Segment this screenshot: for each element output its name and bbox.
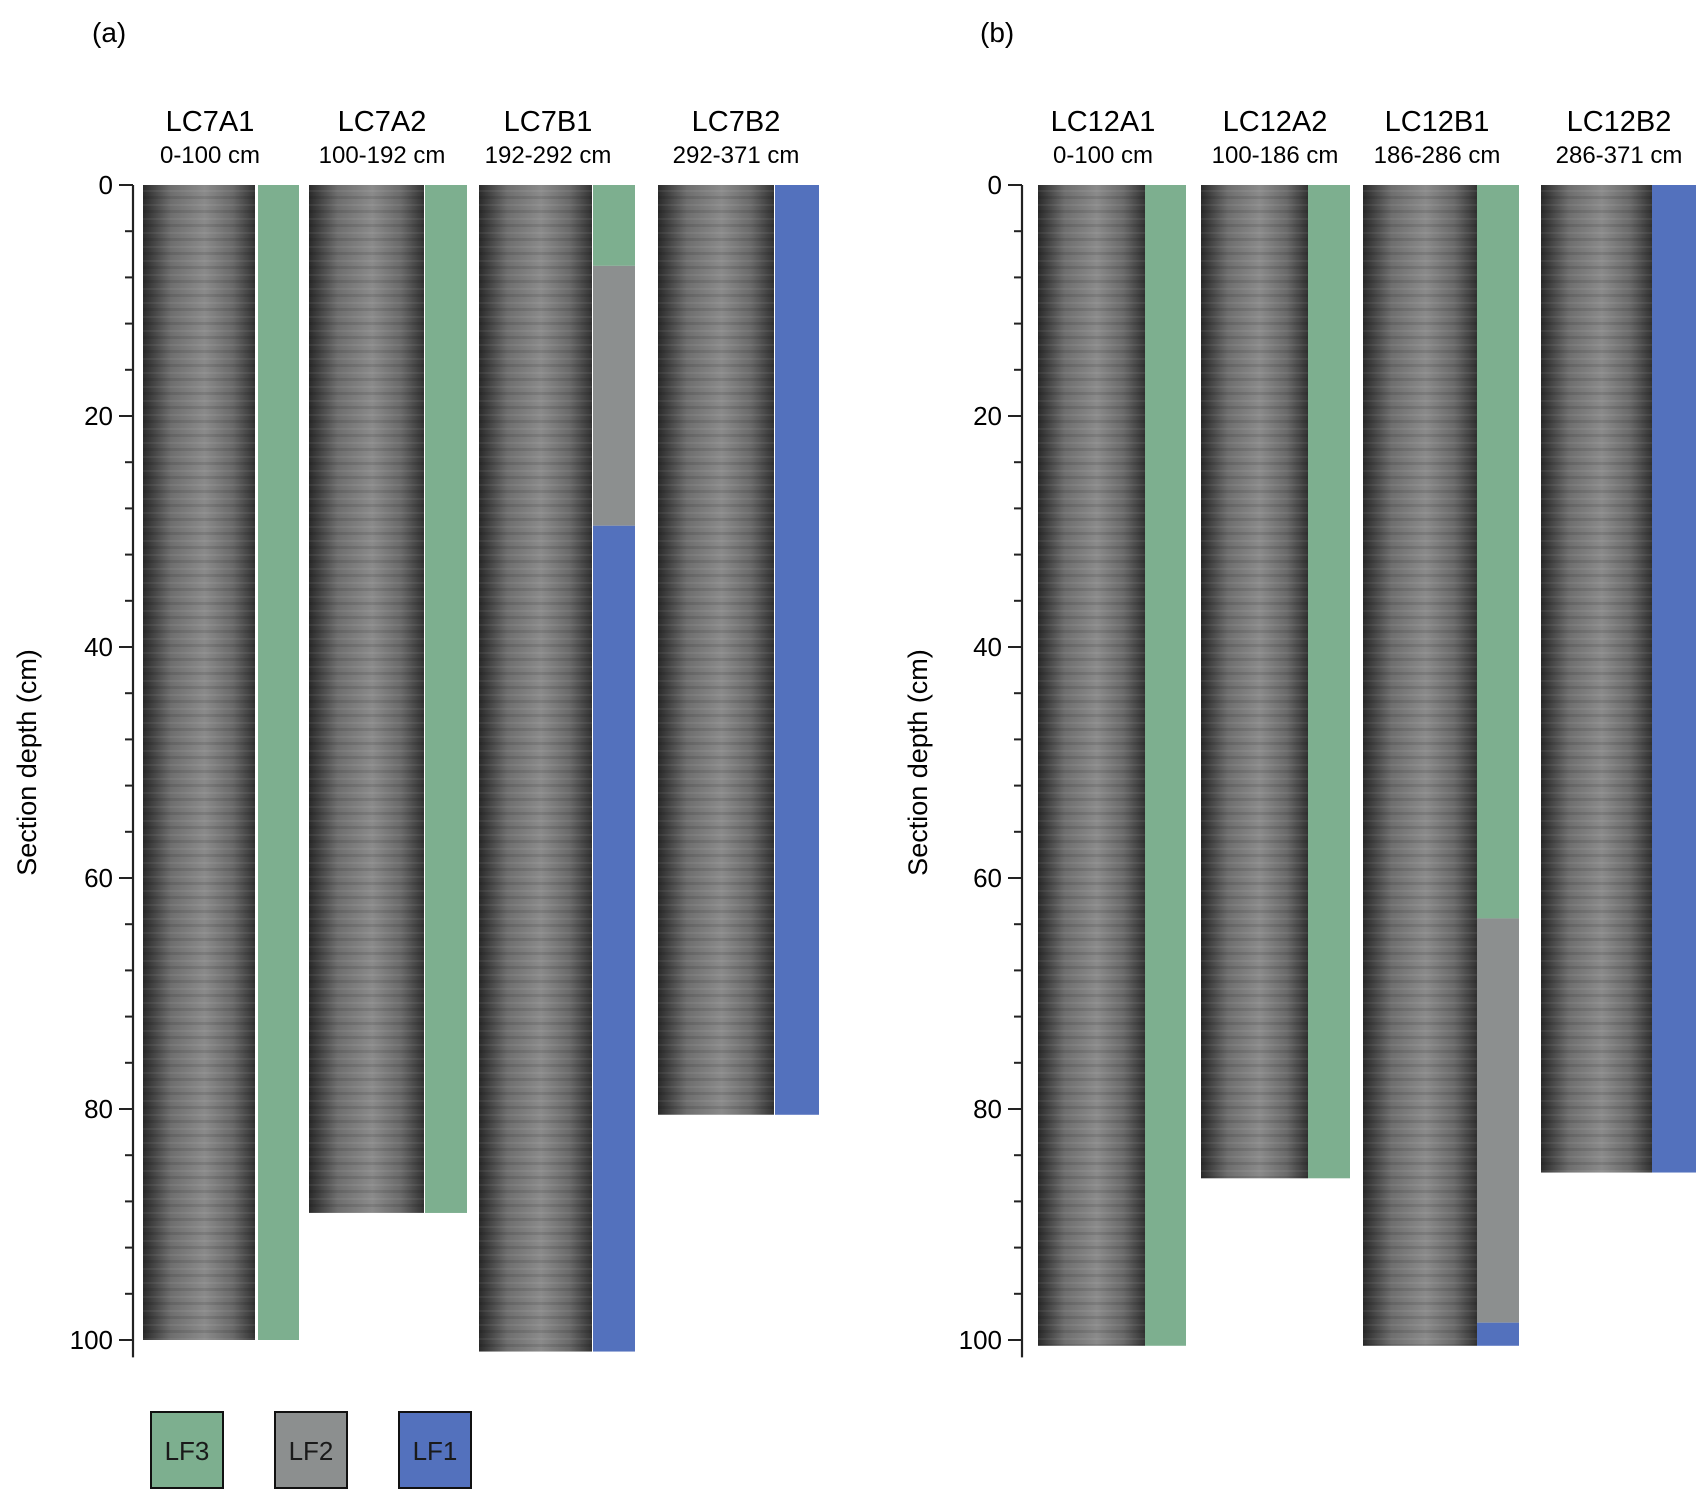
y-axis-title: Section depth (cm) [12,649,42,876]
core-depth-range: 186-286 cm [1374,142,1501,169]
legend: LF3 LF2 LF1 [150,1411,472,1489]
tick-label: 20 [973,401,1002,431]
legend-label: LF2 [289,1436,334,1466]
legend-label: LF3 [165,1436,210,1466]
legend-item-lf1: LF1 [398,1411,472,1489]
core-banding [309,185,424,1213]
facies-bar-lf3 [1145,185,1186,1346]
y-axis: 0 20 40 60 80 100 Section depth (cm) [903,170,1024,1358]
core-lc12b1: LC12B1 186-286 cm [1363,106,1519,1346]
facies-bar-lf3 [425,185,467,1213]
facies-bar-lf2 [593,265,635,526]
core-name: LC12A2 [1223,106,1328,138]
core-depth-range: 100-192 cm [319,142,446,169]
tick-label: 20 [84,401,113,431]
tick-label: 40 [973,632,1002,662]
legend-swatch [274,1411,348,1489]
core-banding [658,185,774,1115]
facies-bar-lf3 [1477,185,1519,919]
tick-label: 60 [973,863,1002,893]
core-banding [479,185,592,1352]
core-lc12a1: LC12A1 0-100 cm [1038,106,1186,1346]
core-name: LC12B2 [1567,106,1672,138]
core-depth-range: 0-100 cm [160,142,260,169]
panel-a: (a) 0 20 40 60 80 100 Section depth (cm) LC7A1 0-… [12,17,819,1358]
core-lc7a2: LC7A2 100-192 cm [309,106,467,1213]
legend-item-lf3: LF3 [150,1411,224,1489]
core-lc7b2: LC7B2 292-371 cm [658,106,819,1115]
core-name: LC7B2 [692,106,781,138]
core-banding [1201,185,1308,1179]
core-banding [1363,185,1477,1346]
tick-label: 100 [70,1325,113,1355]
tick-label: 80 [84,1094,113,1124]
core-banding [1541,185,1652,1173]
facies-bar-lf3 [1308,185,1350,1179]
legend-item-lf2: LF2 [274,1411,348,1489]
core-lc12b2: LC12B2 286-371 cm [1541,106,1696,1173]
core-lc7b1: LC7B1 192-292 cm [479,106,635,1352]
core-name: LC7A1 [166,106,255,138]
panel-label: (b) [980,17,1014,48]
facies-bar-lf1 [1477,1322,1519,1346]
facies-bar-lf1 [775,185,819,1115]
legend-swatch [150,1411,224,1489]
facies-bar-lf3 [593,185,635,266]
core-depth-range: 192-292 cm [485,142,612,169]
tick-label: 100 [959,1325,1002,1355]
core-depth-range: 0-100 cm [1053,142,1153,169]
facies-bar-lf1 [593,525,635,1352]
tick-label: 40 [84,632,113,662]
legend-label: LF1 [413,1436,458,1466]
tick-label: 80 [973,1094,1002,1124]
tick-label: 0 [988,170,1002,200]
core-name: LC7B1 [504,106,593,138]
core-depth-range: 100-186 cm [1212,142,1339,169]
tick-label: 60 [84,863,113,893]
core-name: LC12A1 [1051,106,1156,138]
y-axis: 0 20 40 60 80 100 Section depth (cm) [12,170,135,1358]
core-lc7a1: LC7A1 0-100 cm [143,106,299,1340]
core-lc12a2: LC12A2 100-186 cm [1201,106,1350,1179]
panel-b: (b) 0 20 40 60 80 100 Section depth (cm) LC12A1 0… [903,17,1696,1358]
core-depth-range: 286-371 cm [1556,142,1683,169]
core-name: LC7A2 [338,106,427,138]
core-depth-range: 292-371 cm [673,142,800,169]
panel-label: (a) [92,17,126,48]
facies-bar-lf2 [1477,918,1519,1323]
core-banding [143,185,255,1340]
legend-swatch [398,1411,472,1489]
facies-bar-lf1 [1652,185,1696,1173]
tick-label: 0 [99,170,113,200]
core-name: LC12B1 [1385,106,1490,138]
core-banding [1038,185,1145,1346]
y-axis-title: Section depth (cm) [903,649,933,876]
facies-bar-lf3 [258,185,299,1340]
